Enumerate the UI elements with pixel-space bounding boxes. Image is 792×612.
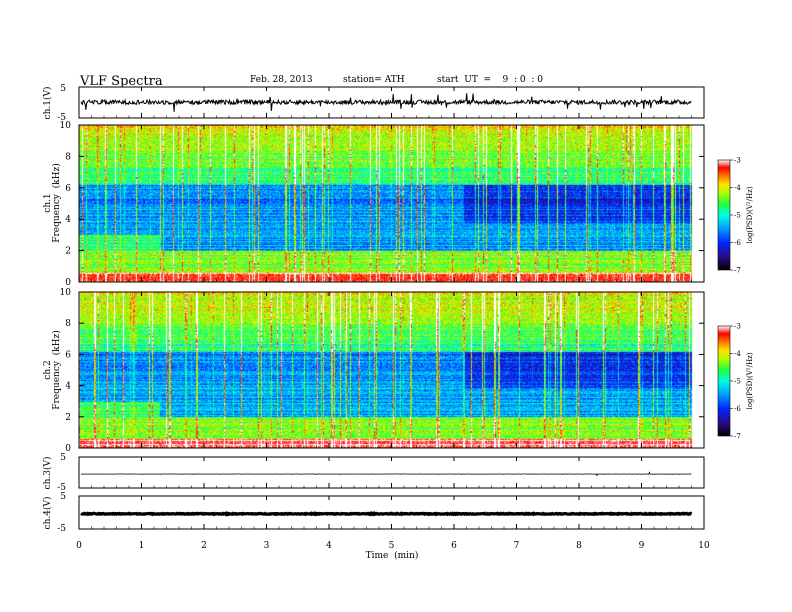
spectrogram-ytick-label: 6 [65,184,71,194]
time-axis-label: Time (min) [366,550,419,561]
ch1-ytick-bottom: -5 [57,113,66,123]
ch3-ytick-top: 5 [60,453,66,463]
spectrogram-ytick-label: 2 [65,247,71,257]
ch2-spectrogram-ylabel-channel: ch.2 [43,360,53,379]
ch1-waveform-trace [80,93,692,112]
colorbar-tick-label: -4 [734,350,741,358]
colorbar-tick-label: -6 [734,405,741,413]
colorbar-tick-label: -5 [734,378,741,386]
ch1-colorbar: -3 -4 -5 -6 -7 log(PSD)(V²/Hz) [717,157,754,275]
ch1-spectrogram-panel: 0 2 4 6 8 10 ch.1 Frequency (kHz) [43,121,705,288]
ch1-spectrogram-ylabel-frequency: Frequency (kHz) [51,163,62,242]
spectrogram-ytick-label: 6 [65,350,71,360]
colorbar-tick-label: -7 [734,267,741,275]
ch1-spectrogram-ylabel-channel: ch.1 [43,193,53,212]
time-tick-label: 1 [139,541,145,551]
station-label: station= ATH [343,75,405,85]
spectrogram-ytick-label: 10 [60,288,72,298]
colorbar-tick-label: -3 [734,323,741,331]
ch2-spectrogram-ylabel-frequency: Frequency (kHz) [51,330,62,409]
ch2-spectrogram-image [79,292,704,448]
time-tick-label: 4 [326,541,332,551]
ch4-ytick-bottom: -5 [57,524,66,534]
spectrogram-ytick-label: 2 [65,413,71,423]
time-tick-label: 6 [451,541,457,551]
ch1-spectrogram-image [79,125,704,282]
spectrogram-ytick-label: 10 [60,121,72,131]
spectrogram-ytick-label: 4 [65,215,71,225]
ch2-colorbar-scale [717,325,731,437]
figure-title: VLF Spectra [79,74,163,89]
ch1-colorbar-label: log(PSD)(V²/Hz) [746,186,754,243]
spectrogram-raster-ch1 [79,125,704,282]
spectrogram-ytick-label: 4 [65,382,71,392]
colorbar-tick-label: -5 [734,212,741,220]
spectrogram-ytick-label: 0 [65,444,71,454]
ch4-waveform-ylabel: ch.4(V) [42,497,53,530]
time-axis: 0 1 2 3 4 5 6 7 8 9 10 [76,87,710,551]
spectrogram-ytick-label: 0 [65,278,71,288]
spectrogram-raster-ch2 [79,292,704,448]
ch1-ytick-top: 5 [60,84,66,94]
ch3-waveform-ylabel: ch.3(V) [42,457,53,490]
time-tick-label: 9 [639,541,645,551]
colorbar-tick-label: -4 [734,184,741,192]
colorbar-tick-label: -6 [734,239,741,247]
time-tick-label: 7 [514,541,520,551]
ch4-waveform-trace [80,510,693,517]
time-tick-label: 3 [264,541,270,551]
colorbar-tick-label: -3 [734,157,741,165]
time-tick-label: 5 [389,541,395,551]
ch1-waveform-ylabel: ch.1(V) [42,87,53,120]
ch2-colorbar-label: log(PSD)(V²/Hz) [746,352,754,409]
date-label: Feb. 28, 2013 [250,75,313,85]
time-tick-label: 2 [201,541,207,551]
ch2-spectrogram-panel: 0 2 4 6 8 10 ch.2 Frequency (kHz) [43,288,705,454]
ch2-colorbar: -3 -4 -5 -6 -7 log(PSD)(V²/Hz) [717,323,754,441]
ch1-colorbar-scale [717,159,731,271]
spectrogram-ytick-label: 8 [65,319,71,329]
time-tick-label: 8 [576,541,582,551]
colorbar-tick-label: -7 [734,433,741,441]
ch3-ytick-bottom: -5 [57,483,66,493]
ch3-waveform-trace [80,471,692,477]
ch4-ytick-top: 5 [60,492,66,502]
spectrogram-ytick-label: 8 [65,152,71,162]
time-tick-label: 10 [698,541,710,551]
start-time-label: start UT = 9 : 0 : 0 [437,75,543,85]
time-tick-label: 0 [76,541,82,551]
